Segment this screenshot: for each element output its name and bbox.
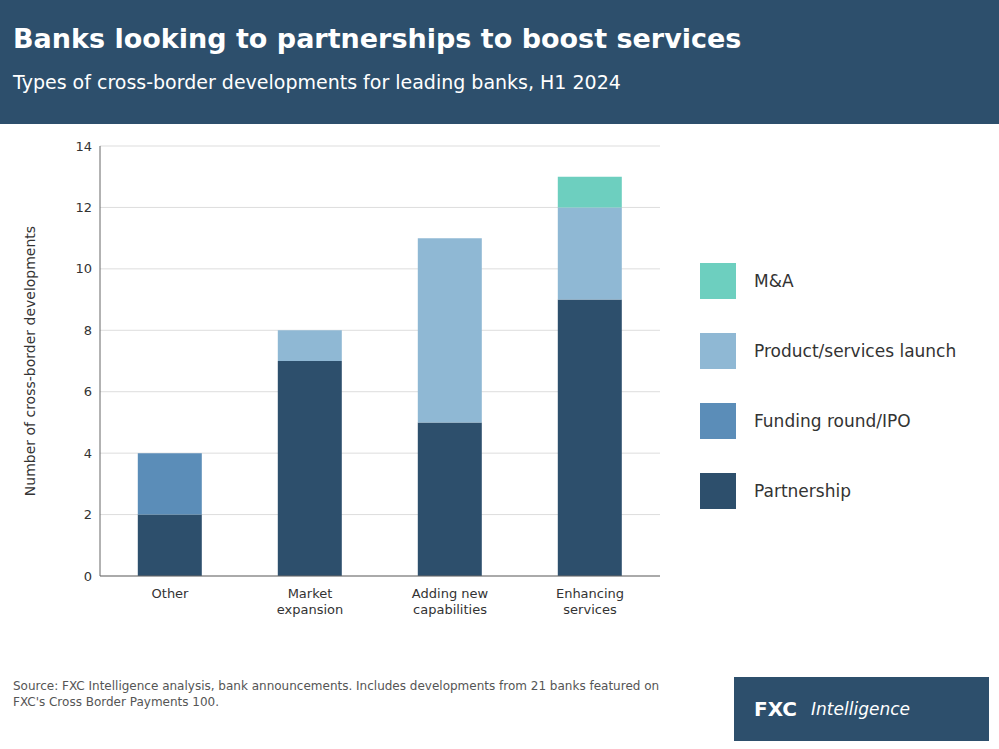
- svg-text:Number of cross-border develop: Number of cross-border developments: [22, 226, 38, 496]
- svg-text:4: 4: [84, 446, 92, 461]
- html-text:FXC: FXC: [754, 697, 797, 721]
- html-text:Product/services launch: Product/services launch: [754, 341, 957, 361]
- svg-text:Other: Other: [152, 586, 190, 601]
- html-text:Partnership: Partnership: [754, 481, 851, 501]
- svg-text:Marketexpansion: Marketexpansion: [277, 586, 344, 617]
- svg-text:6: 6: [84, 384, 92, 399]
- svg-text:Adding newcapabilities: Adding newcapabilities: [412, 586, 489, 617]
- html-text:Intelligence: Intelligence: [811, 699, 910, 719]
- html-text:Funding round/IPO: Funding round/IPO: [754, 411, 911, 431]
- html-text:Source: FXC Intelligence analy: Source: FXC Intelligence analysis, bank …: [13, 679, 660, 709]
- svg-text:10: 10: [75, 261, 92, 276]
- svg-text:12: 12: [75, 200, 92, 215]
- svg-text:2: 2: [84, 507, 92, 522]
- html-text:Types of cross-border developm: Types of cross-border developments for l…: [13, 71, 621, 93]
- html-text:Banks looking to partnerships: Banks looking to partnerships to boost s…: [13, 23, 742, 54]
- html-text:M&A: M&A: [754, 271, 794, 291]
- svg-text:8: 8: [84, 323, 92, 338]
- svg-text:Enhancingservices: Enhancingservices: [556, 586, 624, 617]
- svg-text:0: 0: [84, 569, 92, 584]
- svg-text:14: 14: [75, 139, 92, 154]
